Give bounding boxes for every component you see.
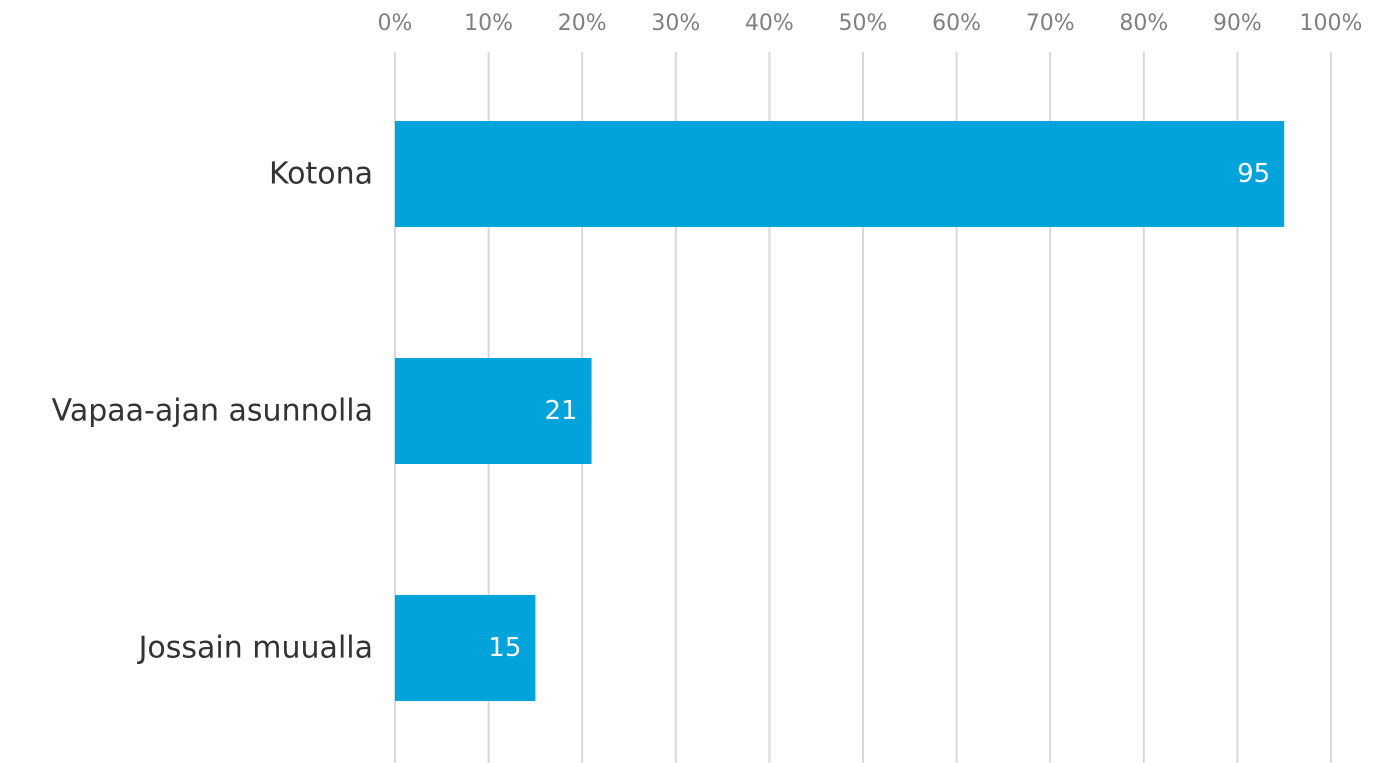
category-label: Jossain muualla — [137, 631, 373, 666]
x-tick-label: 0% — [378, 11, 413, 36]
x-tick-label: 100% — [1300, 11, 1363, 36]
data-label: 95 — [1237, 159, 1270, 189]
category-labels: Kotona Vapaa-ajan asunnolla Jossain muuall… — [52, 157, 373, 666]
x-tick-label: 70% — [1026, 11, 1075, 36]
category-label: Kotona — [269, 157, 373, 192]
x-tick-label: 50% — [839, 11, 888, 36]
bar — [395, 595, 536, 701]
x-tick-label: 90% — [1213, 11, 1262, 36]
x-tick-label: 10% — [464, 11, 513, 36]
bar — [395, 358, 592, 464]
data-label: 21 — [544, 396, 577, 426]
x-tick-label: 80% — [1119, 11, 1168, 36]
category-label: Vapaa-ajan asunnolla — [52, 394, 373, 429]
bar — [395, 121, 1285, 227]
x-axis-ticks: 0% 10% 20% 30% 40% 50% 60% 70% 80% 90% 100% — [378, 11, 1363, 36]
data-labels: 95 21 15 — [488, 159, 1270, 663]
x-tick-label: 40% — [745, 11, 794, 36]
data-label: 15 — [488, 633, 521, 663]
x-tick-label: 20% — [558, 11, 607, 36]
x-tick-label: 30% — [651, 11, 700, 36]
x-tick-label: 60% — [932, 11, 981, 36]
bars — [395, 121, 1285, 701]
